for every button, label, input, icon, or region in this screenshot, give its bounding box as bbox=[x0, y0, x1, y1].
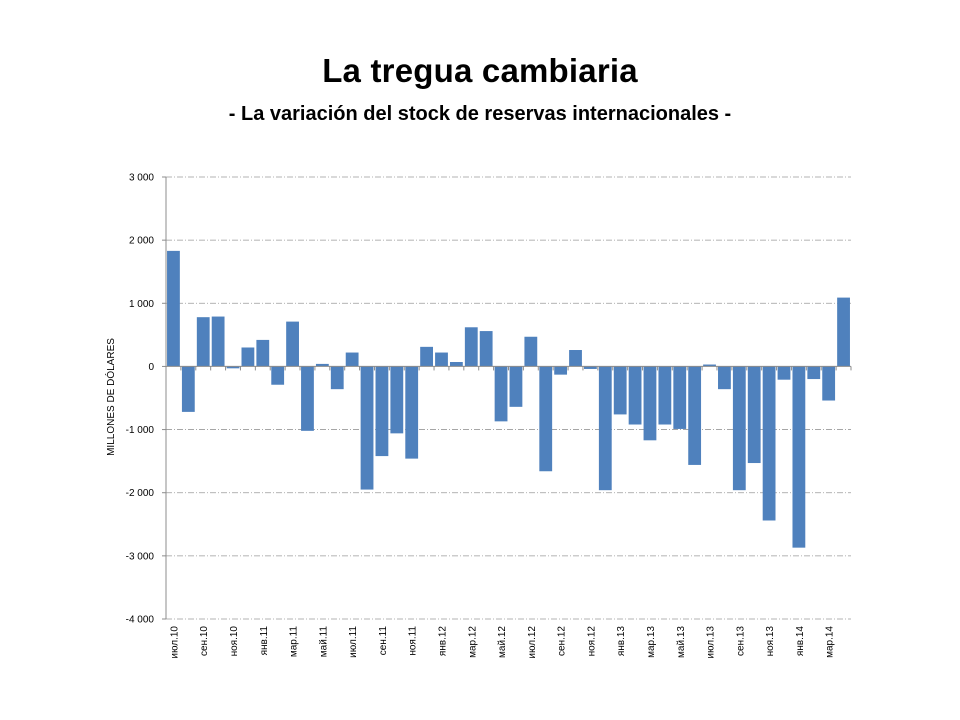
x-tick-labels: июл.10 сен.10 ноя.10 янв.11 мар.11 май.11 июл.… bbox=[169, 626, 835, 659]
bar bbox=[807, 366, 821, 380]
x-tick-label: янв.14 bbox=[795, 626, 806, 657]
x-tick-label: ноя.10 bbox=[229, 626, 240, 657]
bar bbox=[688, 366, 702, 465]
bar bbox=[256, 339, 270, 367]
x-tick-label: июл.13 bbox=[706, 626, 717, 659]
bar bbox=[196, 317, 210, 367]
page-subtitle: - La variación del stock de reservas int… bbox=[228, 103, 732, 125]
x-tick-label: сен.12 bbox=[557, 626, 568, 656]
gridlines bbox=[166, 176, 851, 620]
bar bbox=[315, 363, 329, 367]
y-tick-label: -4 000 bbox=[126, 615, 155, 626]
bar bbox=[554, 366, 568, 375]
x-tick-label: ноя.11 bbox=[408, 626, 419, 656]
y-tick-label: 3 000 bbox=[129, 173, 154, 184]
bar bbox=[613, 366, 627, 415]
bar bbox=[792, 366, 806, 548]
bar bbox=[420, 346, 433, 367]
y-tick-label: 2 000 bbox=[129, 236, 154, 247]
x-tick-label: июл.11 bbox=[348, 626, 359, 658]
bar bbox=[718, 366, 731, 390]
x-tick-label: май.13 bbox=[676, 626, 687, 658]
bar bbox=[345, 352, 359, 367]
y-tick-label: -2 000 bbox=[126, 488, 155, 499]
bar bbox=[762, 366, 776, 521]
x-tick-label: мар.11 bbox=[289, 626, 300, 658]
bar bbox=[822, 366, 836, 401]
x-tick-label: сен.10 bbox=[199, 626, 210, 656]
bar bbox=[524, 336, 538, 367]
x-tick-label: май.11 bbox=[318, 626, 329, 658]
bar bbox=[643, 366, 657, 441]
bar bbox=[330, 366, 344, 390]
bar bbox=[435, 352, 448, 367]
bar bbox=[494, 366, 508, 422]
x-tick-label: июл.10 bbox=[169, 626, 180, 659]
bar bbox=[703, 364, 716, 367]
y-tick-label: -1 000 bbox=[126, 425, 155, 436]
bar bbox=[167, 250, 180, 367]
bar bbox=[628, 366, 642, 425]
y-tick-label: 0 bbox=[148, 362, 154, 373]
x-tick-label: ноя.12 bbox=[586, 626, 597, 657]
x-tick-label: мар.13 bbox=[646, 626, 657, 658]
y-tick-label: -3 000 bbox=[126, 551, 155, 562]
y-axis-title: MILLONES DE DÓLARES bbox=[104, 338, 117, 456]
bar bbox=[301, 366, 314, 431]
bar bbox=[286, 321, 299, 367]
x-tick-label: мар.12 bbox=[467, 626, 478, 658]
bar bbox=[658, 366, 672, 425]
bar bbox=[405, 366, 419, 459]
x-tick-label: июл.12 bbox=[527, 626, 538, 659]
bar bbox=[241, 347, 255, 367]
bar bbox=[598, 366, 612, 491]
bar bbox=[837, 297, 850, 367]
y-tick-label: 1 000 bbox=[129, 299, 154, 310]
bar bbox=[479, 331, 493, 367]
bar bbox=[211, 316, 225, 367]
bar bbox=[375, 366, 389, 457]
bar bbox=[449, 362, 463, 367]
bar bbox=[271, 366, 285, 385]
bar bbox=[673, 366, 687, 429]
bar bbox=[777, 366, 791, 380]
x-tick-label: мар.14 bbox=[825, 626, 836, 658]
y-tick-labels: 3 000 2 000 1 000 0 -1 000 -2 000 -3 000 -4 000 bbox=[126, 173, 155, 626]
bar bbox=[539, 366, 553, 472]
bar bbox=[569, 350, 582, 367]
bar bbox=[226, 366, 240, 369]
bar bbox=[747, 366, 761, 464]
x-tick-label: янв.12 bbox=[437, 626, 448, 657]
x-tick-label: янв.13 bbox=[616, 626, 627, 657]
bar bbox=[509, 366, 523, 407]
bar bbox=[732, 366, 746, 491]
bar bbox=[390, 366, 404, 434]
x-tick-label: сен.13 bbox=[735, 626, 746, 656]
x-tick-label: янв.11 bbox=[259, 626, 270, 656]
x-tick-label: сен.11 bbox=[378, 626, 389, 656]
axes bbox=[162, 176, 852, 620]
bar bbox=[181, 366, 195, 412]
page-title: La tregua cambiaria bbox=[322, 52, 638, 89]
bars bbox=[167, 250, 850, 548]
bar bbox=[584, 366, 597, 369]
bar bbox=[464, 327, 478, 367]
x-tick-label: ноя.13 bbox=[765, 626, 776, 657]
bar bbox=[360, 366, 374, 490]
x-tick-label: май.12 bbox=[497, 626, 508, 658]
